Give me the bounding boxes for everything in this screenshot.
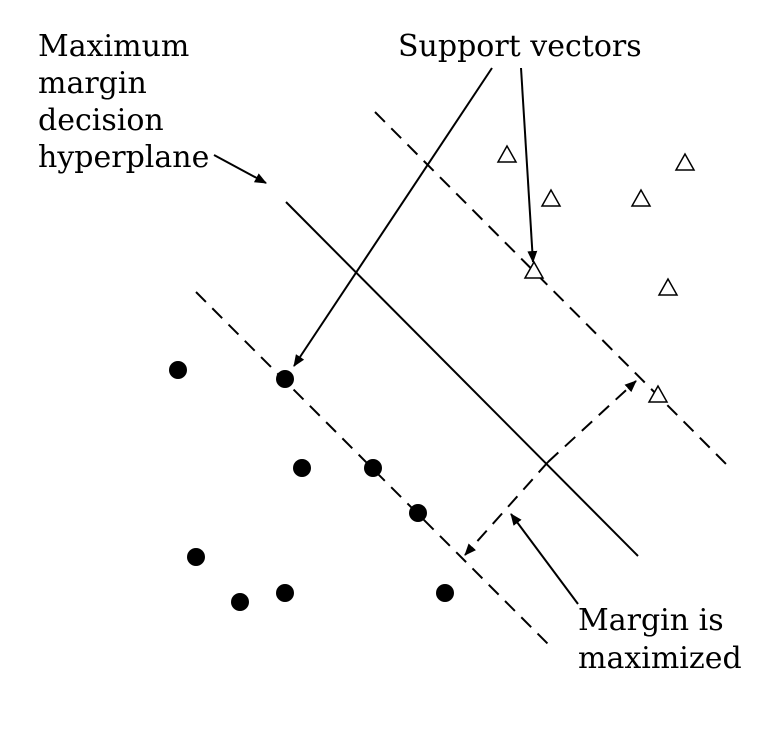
triangle-point bbox=[540, 188, 562, 207]
hyperplane-label-line-4: hyperplane bbox=[38, 140, 209, 175]
circle-point bbox=[276, 584, 294, 602]
hyperplane-pointer-arrow bbox=[213, 154, 267, 184]
margin-label-line-2: maximized bbox=[578, 641, 742, 676]
hyperplane-label: Maximum margin decision hyperplane bbox=[38, 29, 209, 175]
upper-margin-boundary bbox=[374, 111, 731, 469]
triangle-point bbox=[630, 188, 652, 207]
decision-hyperplane-line bbox=[285, 201, 639, 557]
circle-point bbox=[231, 593, 249, 611]
support-vector-arrow-triangle bbox=[520, 67, 538, 263]
circle-class-points bbox=[169, 361, 454, 611]
circle-point bbox=[436, 584, 454, 602]
triangle-class-points bbox=[496, 144, 696, 403]
circle-point bbox=[293, 459, 311, 477]
support-vectors-label: Support vectors bbox=[398, 29, 642, 64]
circle-point bbox=[169, 361, 187, 379]
triangle-point bbox=[674, 152, 696, 171]
circle-point bbox=[187, 548, 205, 566]
margin-label: Margin is maximized bbox=[578, 603, 742, 676]
lower-margin-boundary bbox=[195, 291, 553, 649]
circle-support-vector bbox=[276, 370, 294, 388]
margin-pointer-arrow bbox=[510, 513, 579, 605]
circle-point bbox=[409, 504, 427, 522]
triangle-point bbox=[496, 144, 518, 163]
margin-width-arrow-reverse bbox=[464, 461, 549, 556]
triangle-support-vector bbox=[523, 260, 545, 279]
margin-label-line-1: Margin is bbox=[578, 603, 724, 638]
margin-width-arrow bbox=[547, 380, 637, 463]
triangle-support-vector bbox=[647, 384, 669, 403]
hyperplane-label-line-3: decision bbox=[38, 103, 164, 138]
hyperplane-label-line-1: Maximum bbox=[38, 29, 189, 64]
triangle-point bbox=[657, 277, 679, 296]
hyperplane-label-line-2: margin bbox=[38, 66, 147, 101]
support-vector-arrow-circle bbox=[293, 67, 493, 367]
circle-point bbox=[364, 459, 382, 477]
